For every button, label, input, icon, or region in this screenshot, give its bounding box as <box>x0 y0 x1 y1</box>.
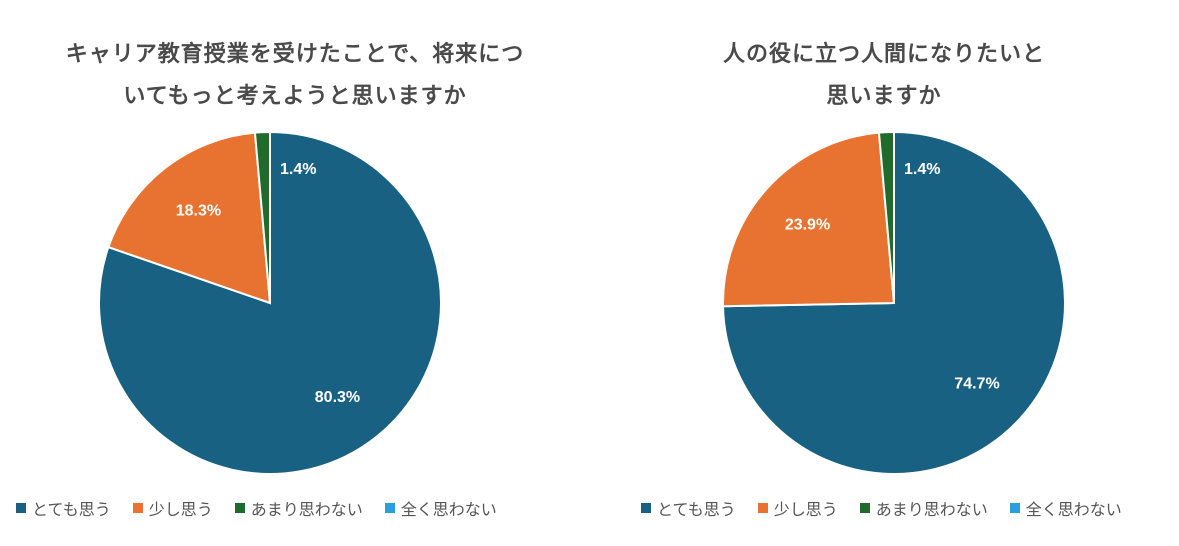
chart-title-line-2: 思いますか <box>826 84 942 109</box>
legend-swatch <box>132 503 143 513</box>
chart-title-line-2: いてもっと考えようと思いますか <box>123 84 467 109</box>
legend-item: とても思う <box>16 496 111 520</box>
legend-swatch <box>16 503 26 513</box>
legend-swatch <box>757 503 768 513</box>
pie-chart: 80.3% 18.3% 1.4% <box>98 130 442 475</box>
chart-panel-career: キャリア教育授業を受けたことで、将来につ いてもっと考えようと思いますか 80.… <box>0 34 590 520</box>
legend-label: とても思う <box>32 500 111 519</box>
legend-item: 全く思わない <box>384 496 497 520</box>
chart-legend: とても思う 少し思う あまり思わない 全く思わない <box>641 496 1122 520</box>
pie-slice-label: 1.4% <box>280 161 316 178</box>
legend-swatch <box>384 503 395 513</box>
legend-swatch <box>859 503 870 513</box>
legend-label: あまり思わない <box>875 500 988 519</box>
pie-chart: 74.7% 23.9% 1.4% <box>722 130 1066 475</box>
legend-label: とても思う <box>657 500 736 519</box>
legend-item: とても思う <box>641 496 736 520</box>
legend-item: 少し思う <box>757 496 838 520</box>
chart-title-line-1: キャリア教育授業を受けたことで、将来につ <box>65 42 525 67</box>
legend-label: 少し思う <box>148 500 213 519</box>
chart-panel-helpful: 人の役に立つ人間になりたいと 思いますか 74.7% 23.9% 1.4% とても思… <box>589 0 1179 546</box>
chart-title: キャリア教育授業を受けたことで、将来につ いてもっと考えようと思いますか <box>0 34 590 118</box>
pie-slice-label: 23.9% <box>785 217 830 234</box>
pie-slice-2 <box>722 131 896 308</box>
chart-legend: とても思う 少し思う あまり思わない 全く思わない <box>16 496 497 520</box>
legend-swatch <box>641 503 651 513</box>
legend-swatch <box>1009 503 1020 513</box>
legend-item: 全く思わない <box>1009 496 1122 520</box>
legend-item: 少し思う <box>132 496 213 520</box>
legend-item: あまり思わない <box>234 496 363 520</box>
chart-title-line-1: 人の役に立つ人間になりたいと <box>722 42 1045 67</box>
legend-label: 少し思う <box>773 500 838 519</box>
pie-slice-3 <box>253 130 271 304</box>
pie-slice-3 <box>877 130 895 304</box>
legend-label: あまり思わない <box>250 500 363 519</box>
legend-label: 全く思わない <box>1025 500 1122 519</box>
pie-slice-2 <box>107 131 272 305</box>
legend-label: 全く思わない <box>400 500 497 519</box>
pie-slice-label: 1.4% <box>904 161 940 178</box>
chart-title: 人の役に立つ人間になりたいと 思いますか <box>589 34 1179 118</box>
pie-slice-label: 74.7% <box>954 376 999 393</box>
legend-item: あまり思わない <box>859 496 988 520</box>
legend-swatch <box>234 503 245 513</box>
pie-slice-label: 18.3% <box>176 203 221 220</box>
pie-slice-label: 80.3% <box>315 389 360 406</box>
